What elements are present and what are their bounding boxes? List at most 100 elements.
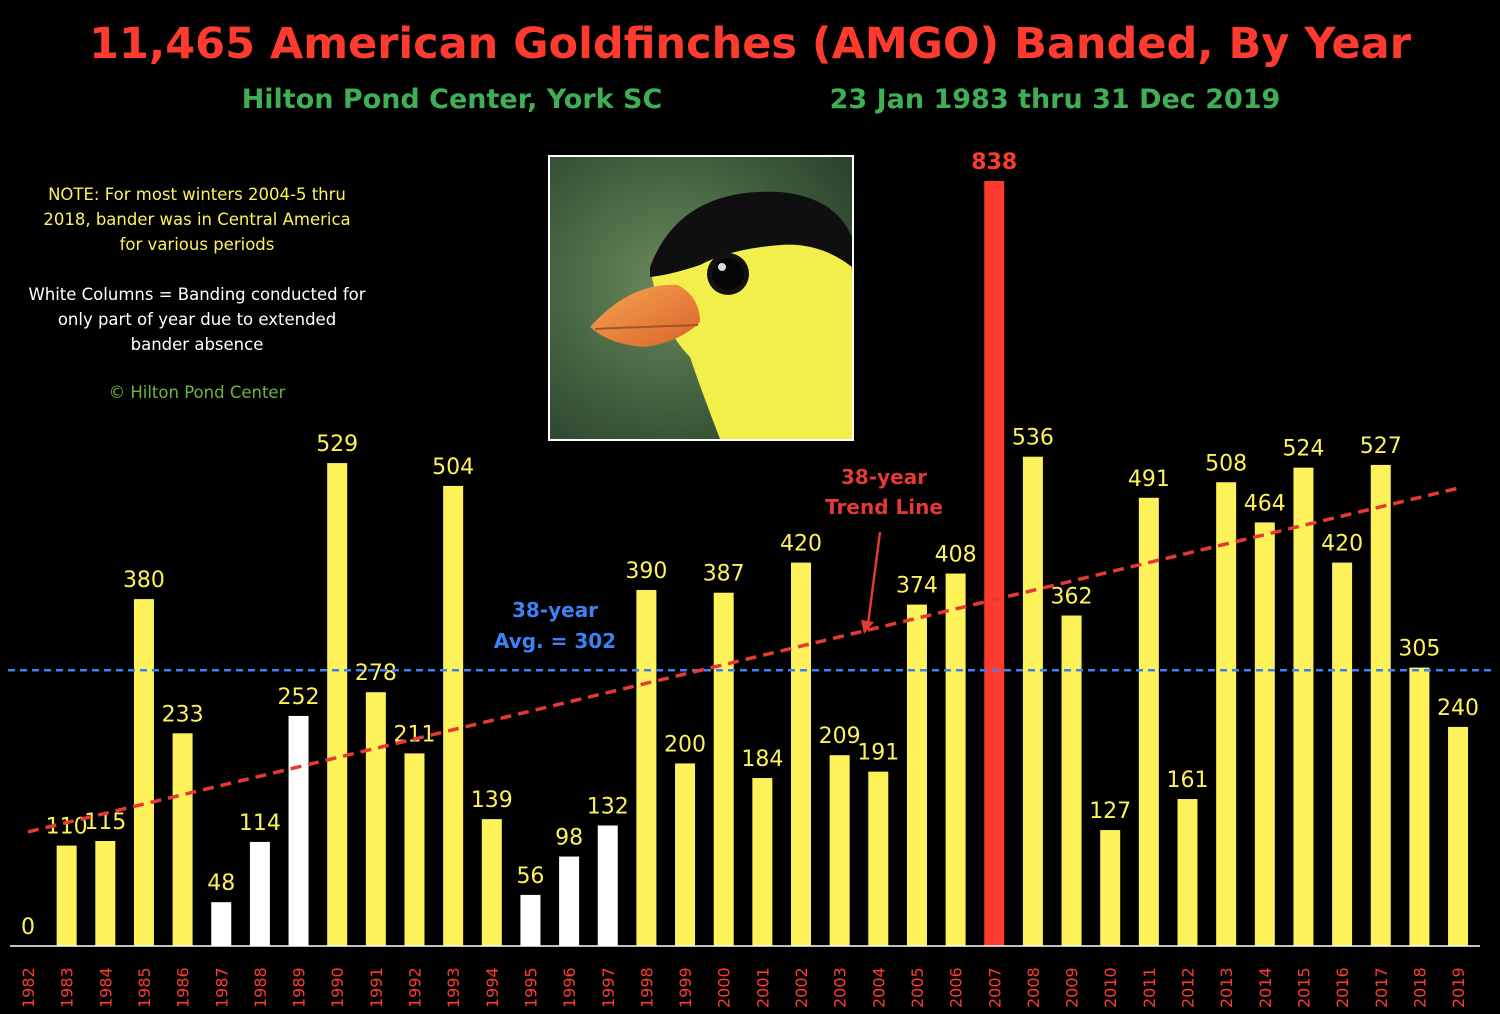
avg-annotation-line2: Avg. = 302 [494, 629, 616, 653]
trend-line [27, 486, 1461, 834]
bar-2005 [906, 604, 927, 946]
bar-2007 [984, 181, 1005, 946]
value-label-1990: 529 [316, 432, 358, 457]
note-line-1: NOTE: For most winters 2004-5 thru [48, 185, 346, 204]
bar-1983 [56, 845, 77, 946]
bar-2002 [791, 562, 811, 946]
trend-annotation-arrow [866, 531, 882, 625]
goldfinch-photo [548, 155, 854, 441]
value-label-2017: 527 [1360, 434, 1402, 459]
bar-2010 [1100, 830, 1121, 946]
bar-2018 [1409, 667, 1430, 946]
trend-annotation-line1: 38-year [841, 465, 927, 489]
year-label-1984: 1984 [96, 967, 115, 1008]
year-label-1989: 1989 [290, 967, 309, 1008]
bar-2012 [1177, 799, 1198, 946]
bar-1995 [520, 894, 541, 946]
note-line-2: 2018, bander was in Central America [43, 210, 351, 229]
bar-1990 [327, 463, 348, 946]
bar-2014 [1254, 522, 1275, 946]
year-label-2000: 2000 [715, 967, 734, 1008]
year-label-2019: 2019 [1449, 967, 1468, 1008]
value-label-2018: 305 [1398, 637, 1440, 662]
bar-1988 [249, 841, 270, 946]
bar-2009 [1061, 615, 1082, 946]
note-line-3: for various periods [119, 235, 275, 254]
year-label-2016: 2016 [1333, 967, 1352, 1008]
value-label-2002: 420 [780, 532, 822, 557]
chart-subtitle-dates: 23 Jan 1983 thru 31 Dec 2019 [830, 84, 1281, 115]
year-label-1985: 1985 [135, 967, 154, 1008]
trend-annotation-line2: Trend Line [825, 495, 943, 519]
value-label-2011: 491 [1128, 467, 1170, 492]
value-label-2000: 387 [703, 562, 745, 587]
copyright-text: © Hilton Pond Center [108, 383, 286, 402]
white-columns-line-1: White Columns = Banding conducted for [28, 285, 366, 304]
year-label-2002: 2002 [792, 967, 811, 1008]
bar-1999 [675, 763, 696, 946]
bar-1997 [597, 825, 618, 946]
value-label-2007: 838 [971, 150, 1017, 175]
value-label-1986: 233 [162, 702, 204, 727]
year-label-1988: 1988 [251, 967, 270, 1008]
year-label-2012: 2012 [1179, 967, 1198, 1008]
value-label-2013: 508 [1205, 451, 1247, 476]
bar-2011 [1138, 497, 1159, 946]
value-label-2012: 161 [1167, 768, 1209, 793]
value-labels-group: 0110115380233481142525292782115041395698… [21, 150, 1479, 940]
year-label-1982: 1982 [19, 967, 38, 1008]
bar-1998 [636, 589, 657, 946]
value-label-1995: 56 [516, 864, 544, 889]
year-label-2011: 2011 [1140, 967, 1159, 1008]
value-label-2006: 408 [935, 543, 977, 568]
value-label-1993: 504 [432, 455, 474, 480]
value-label-2014: 464 [1244, 491, 1286, 516]
value-label-2009: 362 [1051, 585, 1093, 610]
year-label-1998: 1998 [637, 967, 656, 1008]
bar-1996 [559, 856, 580, 946]
bar-1984 [95, 841, 116, 946]
goldfinch-head-image [550, 157, 852, 439]
bar-2003 [829, 755, 850, 946]
value-label-1991: 278 [355, 661, 397, 686]
bar-1991 [365, 692, 386, 946]
note-block: NOTE: For most winters 2004-5 thru 2018,… [18, 182, 376, 405]
year-label-2001: 2001 [753, 967, 772, 1008]
year-label-2013: 2013 [1217, 967, 1236, 1008]
bar-1985 [133, 599, 154, 946]
year-label-2015: 2015 [1294, 967, 1313, 1008]
year-label-1999: 1999 [676, 967, 695, 1008]
year-label-2003: 2003 [831, 967, 850, 1008]
bar-2001 [752, 778, 773, 946]
year-label-2005: 2005 [908, 967, 927, 1008]
chart-title: 11,465 American Goldfinches (AMGO) Bande… [89, 19, 1412, 69]
bar-1994 [481, 819, 502, 946]
value-label-2015: 524 [1282, 437, 1324, 462]
year-labels-group: 1982 1983 1984 1985 1986 1987 1988 1989 1990 1991… [19, 967, 1468, 1008]
year-label-2007: 2007 [985, 967, 1004, 1008]
value-label-1988: 114 [239, 811, 281, 836]
bar-1992 [404, 753, 425, 946]
year-label-2004: 2004 [869, 967, 888, 1008]
value-label-1999: 200 [664, 732, 706, 757]
year-label-1991: 1991 [367, 967, 386, 1008]
year-label-2008: 2008 [1024, 967, 1043, 1008]
year-label-1987: 1987 [212, 967, 231, 1008]
value-label-1997: 132 [587, 794, 629, 819]
bar-2015 [1293, 467, 1314, 946]
bars-group [56, 181, 1469, 946]
value-label-1994: 139 [471, 788, 513, 813]
bar-2019 [1448, 726, 1469, 946]
year-label-2009: 2009 [1063, 967, 1082, 1008]
value-label-2016: 420 [1321, 532, 1363, 557]
value-label-2003: 209 [819, 724, 861, 749]
year-label-2010: 2010 [1101, 967, 1120, 1008]
year-label-2017: 2017 [1372, 967, 1391, 1008]
bar-2013 [1216, 482, 1237, 946]
value-label-1998: 390 [625, 559, 667, 584]
year-label-1997: 1997 [599, 967, 618, 1008]
value-label-1985: 380 [123, 568, 165, 593]
year-label-2014: 2014 [1256, 967, 1275, 1008]
avg-annotation-line1: 38-year [512, 598, 598, 622]
